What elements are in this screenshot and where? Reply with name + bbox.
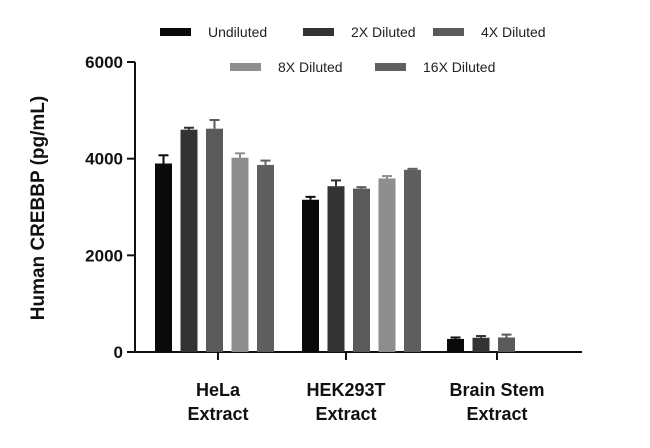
- bar: [231, 157, 249, 352]
- legend-label: 4X Diluted: [481, 24, 546, 40]
- bar: [353, 188, 370, 352]
- legend-swatch: [303, 28, 334, 36]
- bar: [155, 163, 172, 352]
- legend-swatch: [230, 63, 261, 71]
- bar: [180, 129, 198, 352]
- bar: [206, 128, 223, 352]
- category-label-line: Extract: [466, 404, 527, 424]
- bar: [378, 178, 396, 352]
- legend-swatch: [160, 28, 191, 36]
- category-label-line: HeLa: [196, 380, 241, 400]
- legend-swatch: [433, 28, 464, 36]
- bar: [257, 164, 274, 352]
- legend-label: Undiluted: [208, 24, 267, 40]
- y-tick-label: 4000: [85, 150, 123, 169]
- y-tick-label: 0: [114, 343, 123, 362]
- category-label-line: Extract: [315, 404, 376, 424]
- y-axis-title: Human CREBBP (pg/mL): [28, 96, 49, 320]
- bar: [447, 338, 464, 352]
- y-tick-label: 2000: [85, 246, 123, 265]
- category-label-line: Brain Stem: [449, 380, 544, 400]
- category-label: HEK293T Extract: [306, 380, 385, 424]
- category-label: Brain Stem Extract: [449, 380, 544, 424]
- bars: [155, 119, 515, 352]
- y-tick-label: 6000: [85, 53, 123, 72]
- category-label-line: HEK293T: [306, 380, 385, 400]
- bar: [404, 169, 421, 352]
- category-label: HeLa Extract: [187, 380, 248, 424]
- category-label-line: Extract: [187, 404, 248, 424]
- legend-label: 16X Diluted: [423, 59, 495, 75]
- bar: [302, 199, 319, 352]
- category-labels: HeLa Extract HEK293T Extract Brain Stem Extra…: [187, 352, 545, 424]
- legend-label: 2X Diluted: [351, 24, 416, 40]
- bar: [327, 186, 345, 352]
- legend: Undiluted 2X Diluted 4X Diluted 8X Diluted 1…: [160, 24, 546, 75]
- legend-label: 8X Diluted: [278, 59, 343, 75]
- bar: [472, 337, 490, 352]
- legend-swatch: [375, 63, 406, 71]
- bar: [498, 337, 515, 352]
